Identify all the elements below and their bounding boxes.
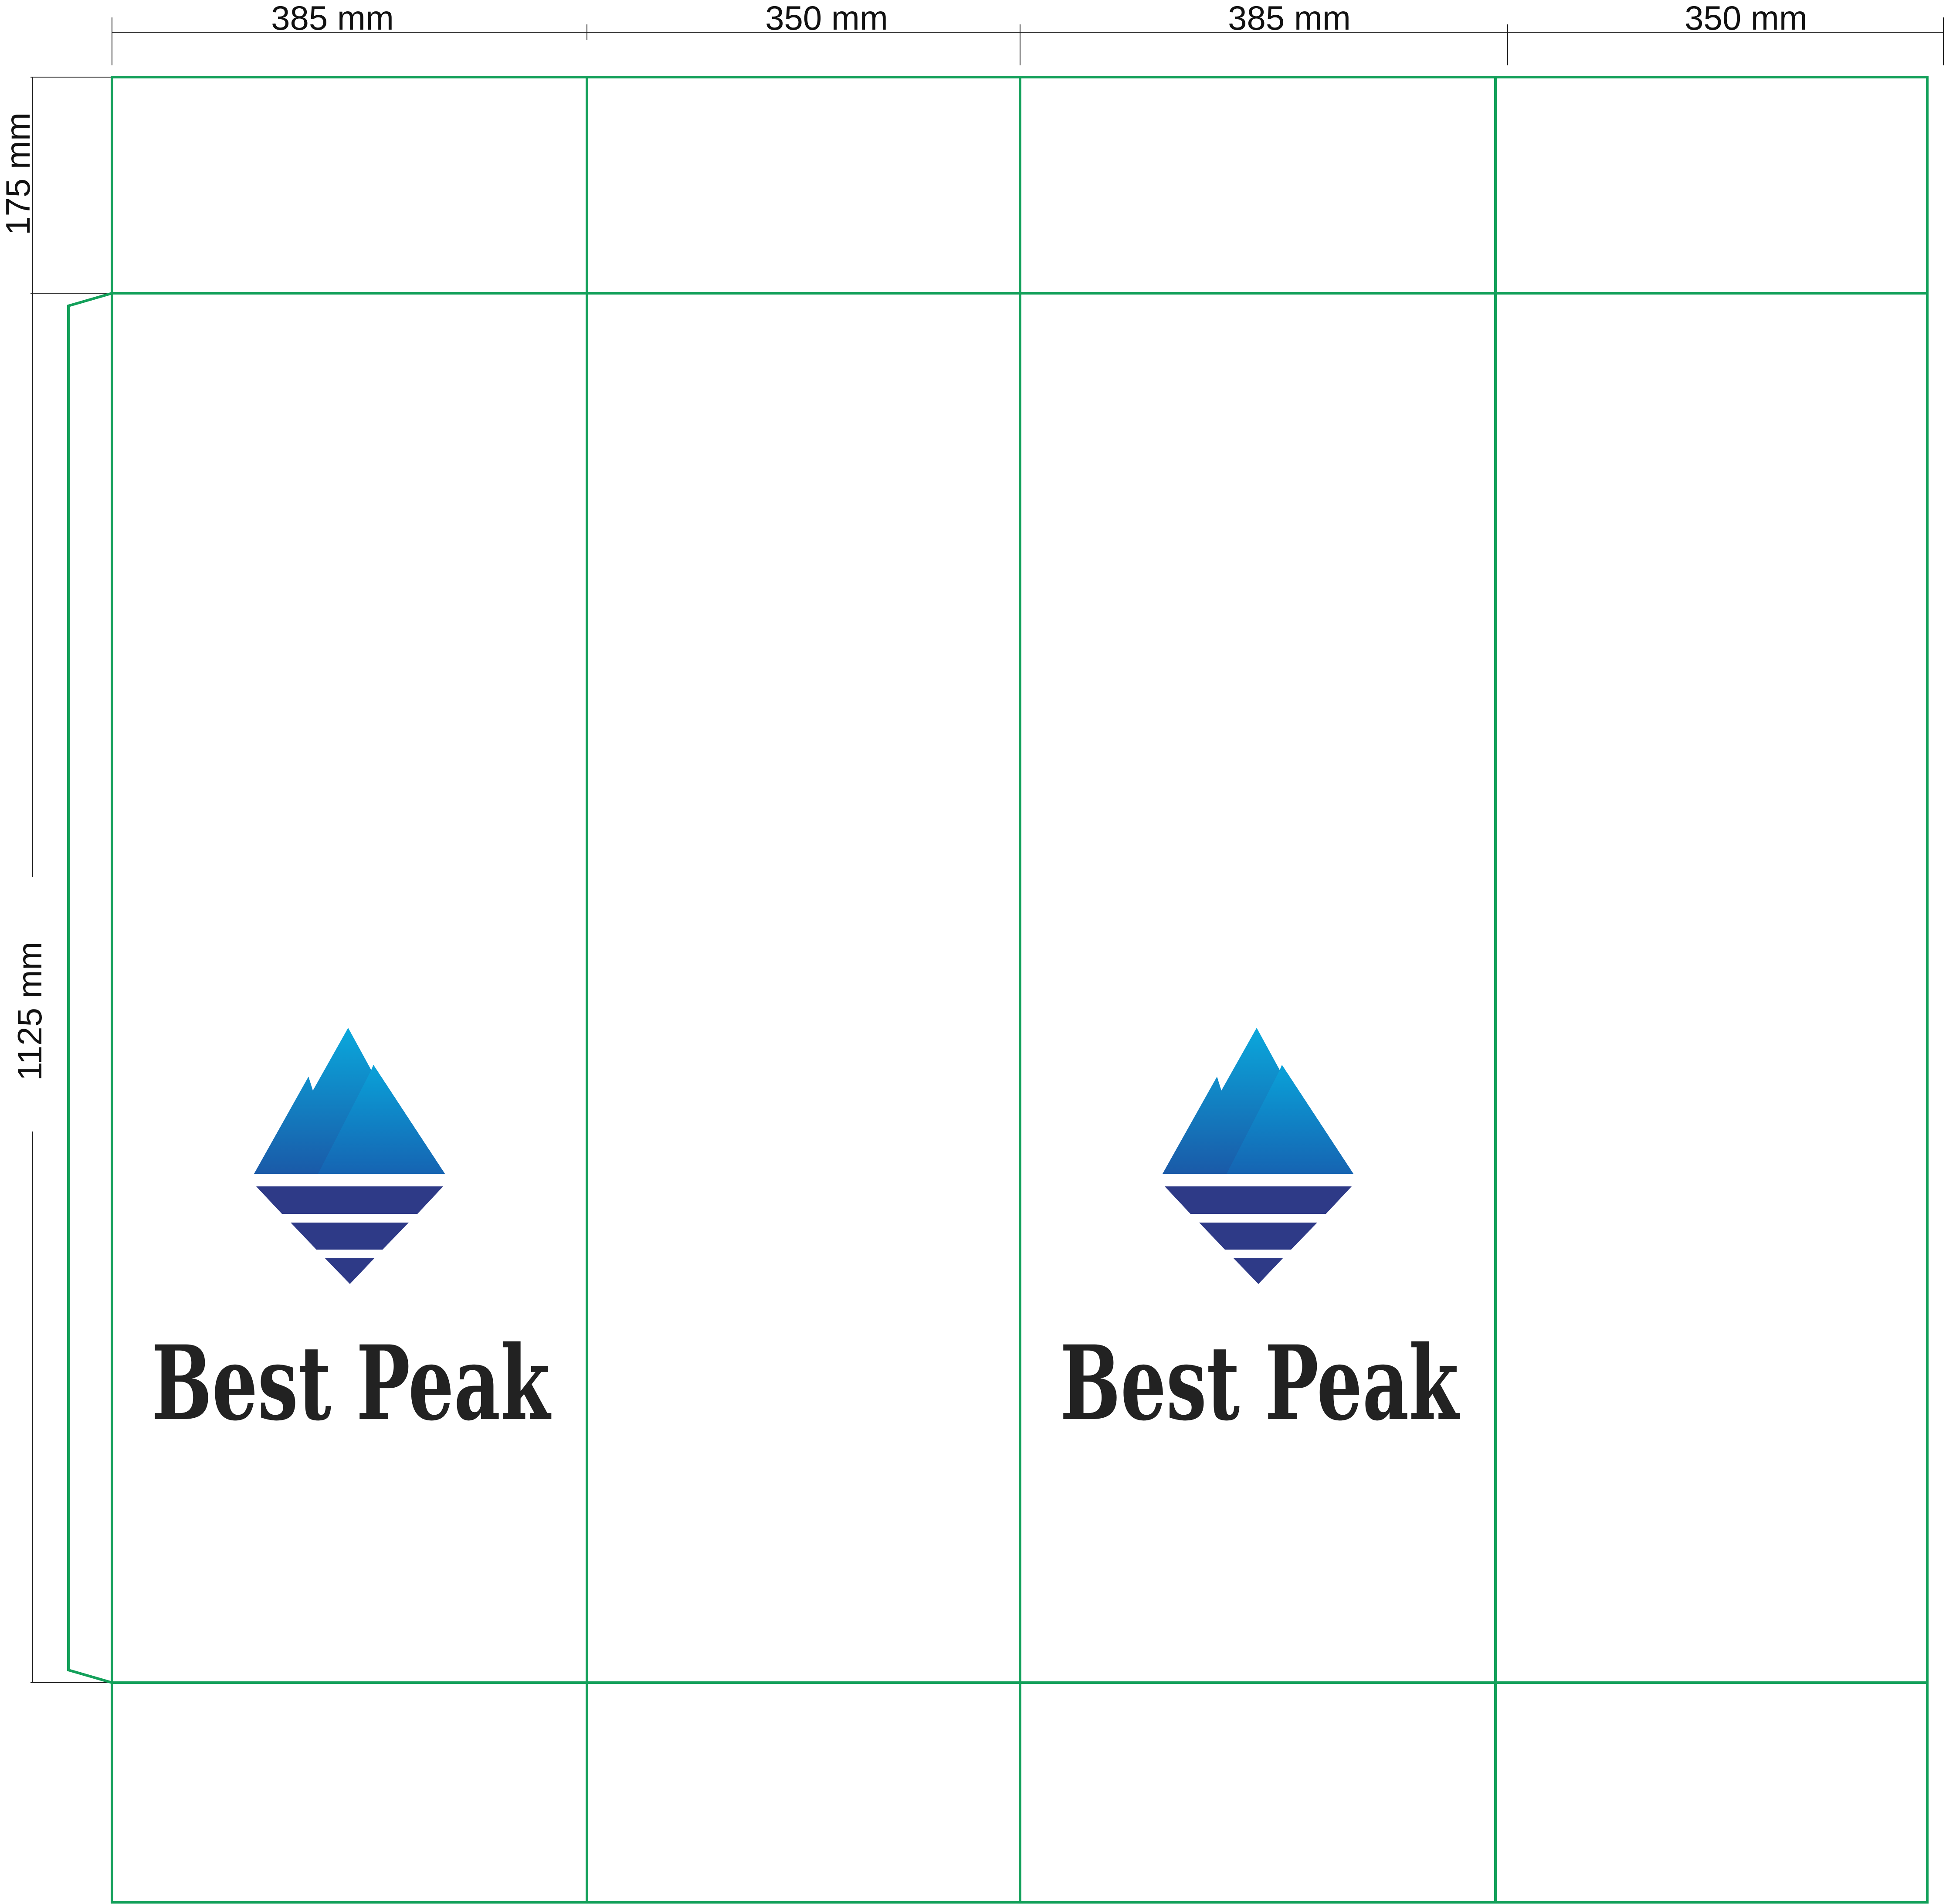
brand-logo: Best Peak bbox=[152, 1028, 552, 1443]
glue-flap bbox=[67, 292, 112, 1684]
dieline-panels bbox=[67, 76, 1929, 1904]
brand-logo: Best Peak bbox=[1060, 1028, 1460, 1443]
width-label-2: 350 mm bbox=[765, 0, 888, 37]
height-label-2: 1125 mm bbox=[10, 942, 49, 1081]
brand-name: Best Peak bbox=[152, 1323, 552, 1443]
mountain-reflection-icon bbox=[1163, 1028, 1353, 1284]
width-label-3: 385 mm bbox=[1228, 0, 1351, 37]
height-label-1: 175 mm bbox=[0, 112, 37, 235]
width-label-4: 350 mm bbox=[1685, 0, 1807, 37]
left-dimensions: 175 mm 1125 mm bbox=[0, 77, 112, 1683]
brand-name: Best Peak bbox=[1060, 1323, 1460, 1443]
top-dimensions: 385 mm 350 mm 385 mm 350 mm bbox=[112, 0, 1944, 65]
mountain-reflection-icon bbox=[254, 1028, 445, 1284]
width-label-1: 385 mm bbox=[271, 0, 394, 37]
